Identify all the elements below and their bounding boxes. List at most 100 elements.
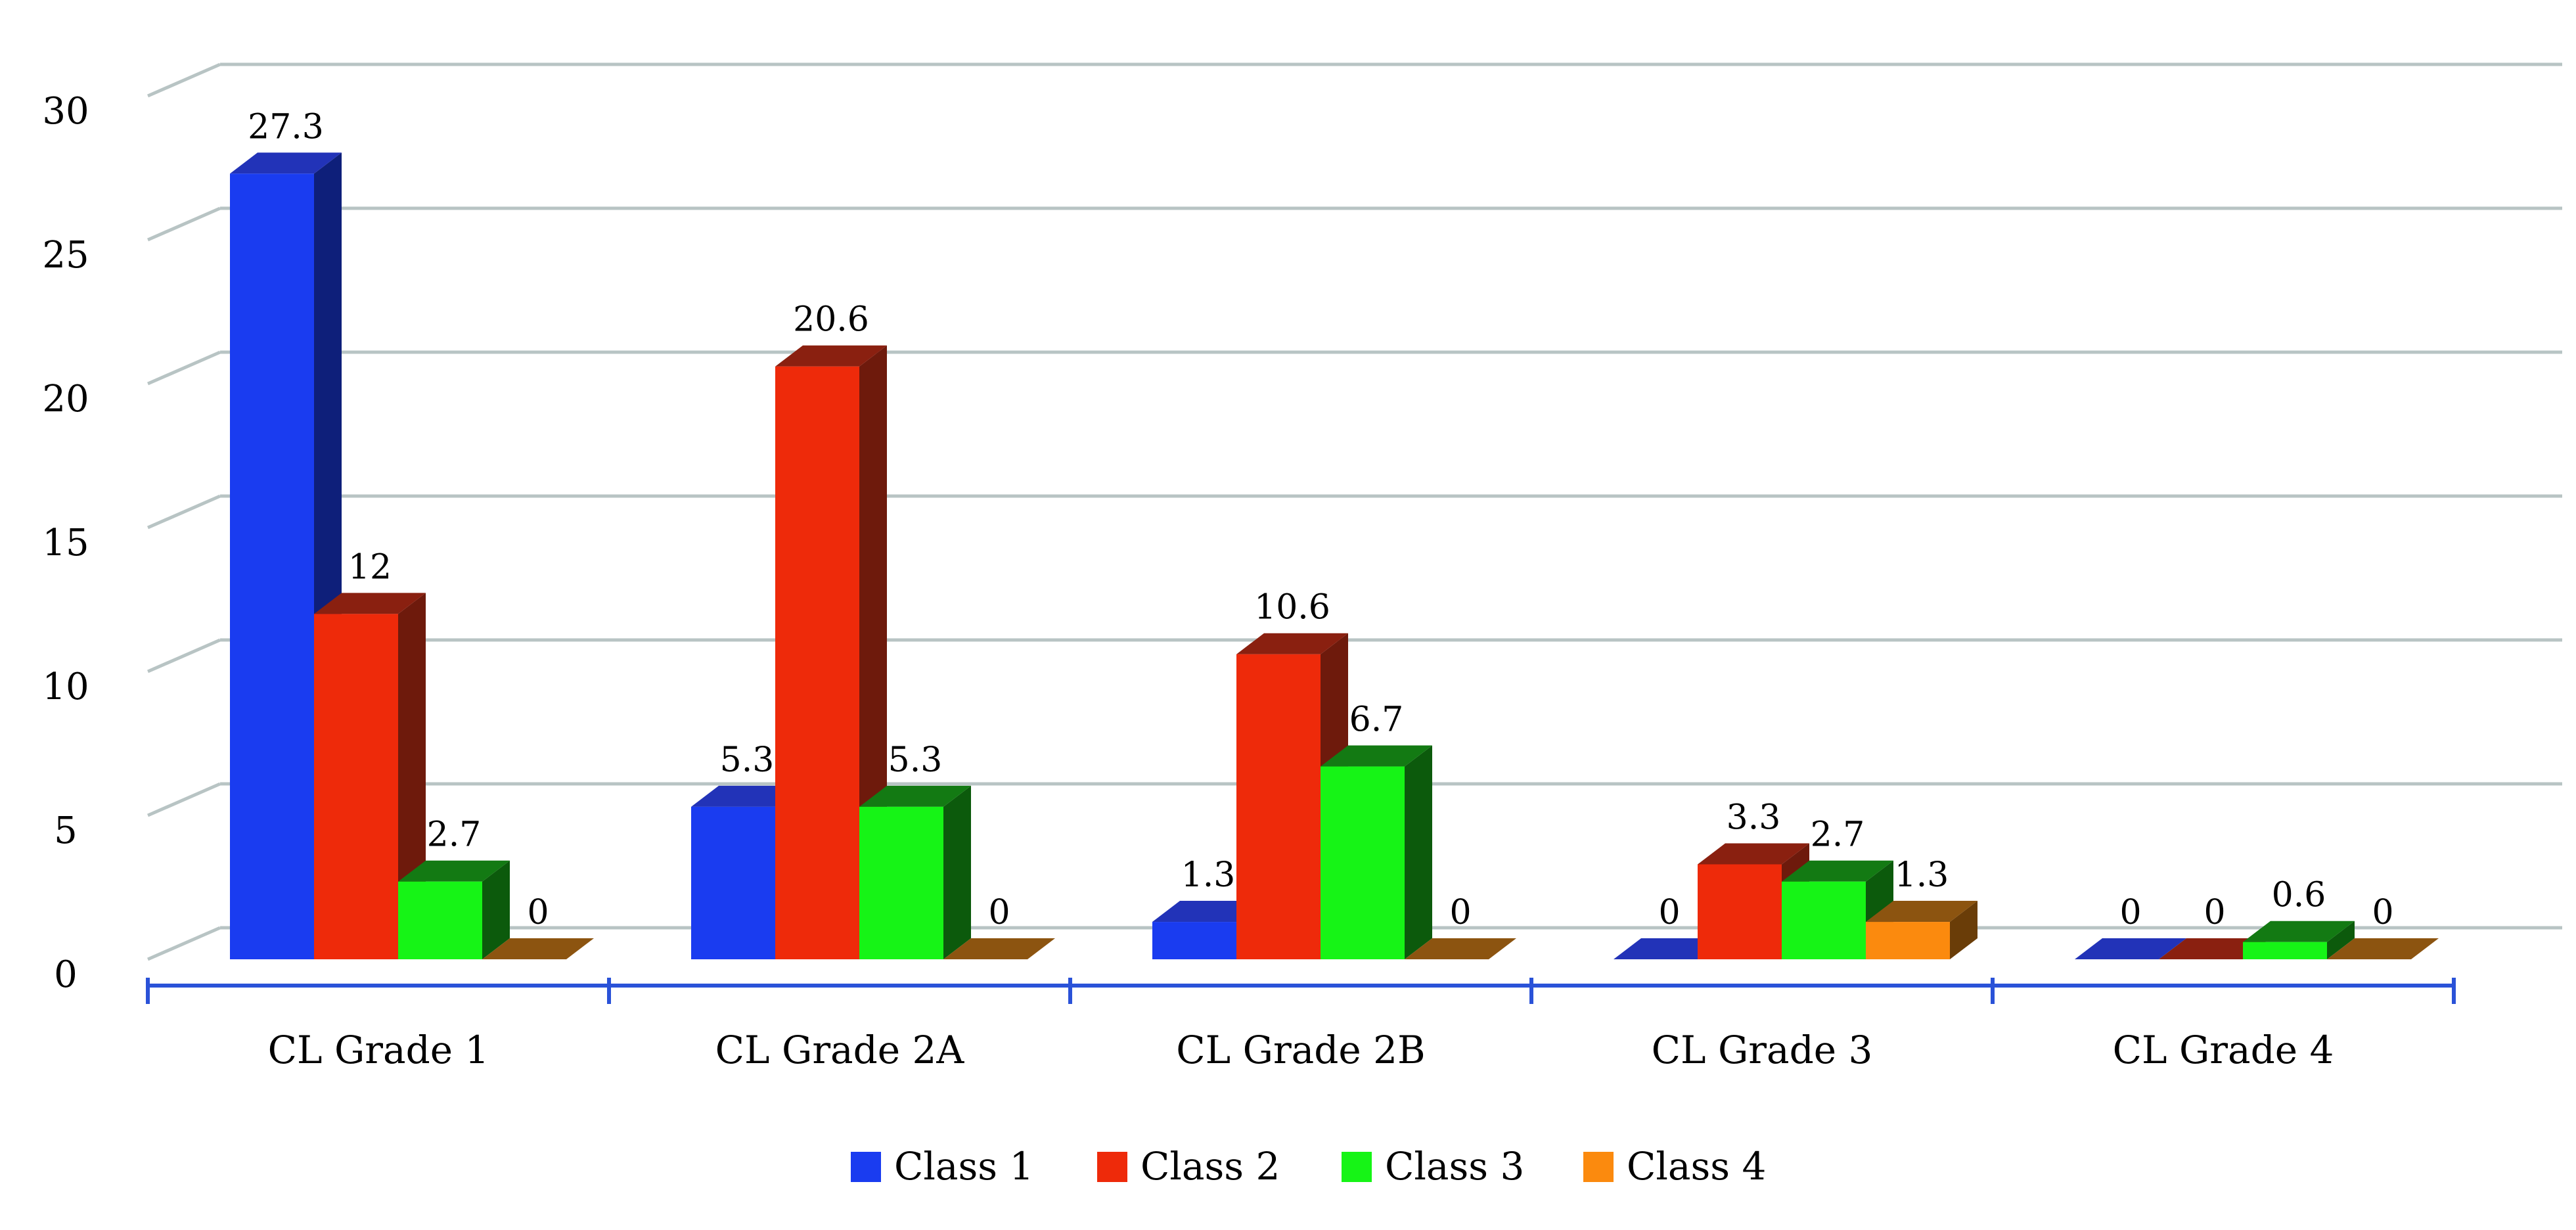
legend-swatch: [1342, 1152, 1372, 1182]
bar: [2159, 938, 2271, 959]
legend-label: Class 2: [1141, 1144, 1280, 1189]
bar-side: [1405, 745, 1432, 959]
gridline-depth: [147, 494, 221, 530]
data-label: 1.3: [1895, 855, 1949, 895]
bar-top: [691, 785, 803, 807]
bar-top: [230, 152, 342, 174]
bar-top: [1236, 633, 1348, 654]
bars: [230, 152, 2439, 959]
data-labels: 27.3 12 2.7 0 5.3 20.6 5.3 0 1.3 10.6 6.7 0 0 3.3 2.7 1…: [248, 107, 2393, 932]
gridline-depth: [147, 638, 221, 673]
data-label: 1.3: [1181, 855, 1236, 895]
bar-top: [2075, 938, 2186, 959]
bar-side: [2327, 921, 2355, 959]
x-category-label: CL Grade 2A: [715, 1028, 965, 1072]
bar-top: [2327, 938, 2439, 959]
x-category-label: CL Grade 4: [2113, 1028, 2334, 1072]
data-label: 0: [2372, 893, 2393, 932]
bar-top: [1782, 860, 1893, 882]
bar-top: [775, 345, 887, 367]
data-label: 6.7: [1349, 700, 1404, 740]
legend: Class 1 Class 2 Class 3 Class 4: [851, 1144, 1766, 1189]
bar-front: [1866, 922, 1950, 959]
bar-top: [398, 860, 510, 882]
data-label: 0: [988, 893, 1010, 932]
data-label: 2.7: [427, 815, 482, 855]
data-label: 0: [2203, 893, 2225, 932]
data-label: 0.6: [2272, 876, 2326, 915]
bar-front: [1236, 654, 1321, 959]
y-tick-label: 0: [54, 953, 78, 996]
bar-front: [398, 881, 482, 959]
legend-item: Class 3: [1342, 1144, 1524, 1189]
data-label: 3.3: [1727, 798, 1781, 837]
gridline-depth: [147, 206, 221, 242]
bar-front: [775, 366, 859, 959]
bar: [2327, 938, 2439, 959]
data-label: 27.3: [248, 107, 324, 147]
data-label: 0: [1658, 893, 1680, 932]
bar-top: [859, 785, 971, 807]
data-label: 5.3: [720, 740, 775, 780]
floor-edge: [147, 926, 221, 961]
bar-top: [1698, 843, 1809, 865]
bar-front: [1152, 922, 1236, 959]
gridline-depth: [147, 350, 221, 386]
bar: [1405, 938, 1516, 959]
y-tick-label: 20: [42, 378, 89, 421]
legend-label: Class 1: [894, 1144, 1033, 1189]
bar-side: [943, 785, 971, 959]
bar: [2243, 921, 2355, 959]
data-label: 0: [2119, 893, 2141, 932]
bar-top: [482, 938, 594, 959]
bar-front: [1698, 864, 1782, 959]
bar-top: [943, 938, 1055, 959]
bar: [1321, 745, 1432, 959]
x-category-label: CL Grade 3: [1652, 1028, 1873, 1072]
data-label: 10.6: [1254, 588, 1330, 627]
bar-top: [1614, 938, 1725, 959]
bar: [398, 860, 510, 959]
bar: [691, 785, 803, 959]
bar-front: [1782, 881, 1866, 959]
bar: [2075, 938, 2186, 959]
data-label: 2.7: [1811, 815, 1865, 855]
legend-label: Class 3: [1385, 1144, 1524, 1189]
bar-top: [1866, 901, 1977, 922]
bar-top: [1321, 745, 1432, 767]
bar: [1614, 938, 1725, 959]
bar-front: [691, 806, 775, 959]
legend-swatch: [1583, 1152, 1614, 1182]
bar-front: [1321, 766, 1405, 959]
bar-front: [2243, 942, 2327, 959]
bar-front: [859, 806, 943, 959]
bar-top: [1152, 901, 1264, 922]
bar-top: [2243, 921, 2355, 942]
bar: [859, 785, 971, 959]
legend-swatch: [851, 1152, 881, 1182]
bar: [1152, 901, 1264, 959]
bar-side: [1950, 901, 1977, 959]
legend-item: Class 2: [1097, 1144, 1280, 1189]
y-tick-label: 10: [42, 666, 89, 708]
y-tick-label: 15: [42, 522, 89, 564]
data-label: 0: [1449, 893, 1471, 932]
bar-front: [230, 173, 314, 959]
gridline-depth: [147, 62, 221, 98]
axes: 0 5 10 15 20 25 30 CL Grade 1 CL Grade 2A CL Grad…: [42, 90, 2456, 1072]
bar-side: [482, 860, 510, 959]
x-category-label: CL Grade 2B: [1176, 1028, 1425, 1072]
y-tick-label: 30: [42, 90, 89, 133]
bar: [1866, 901, 1977, 959]
legend-label: Class 4: [1627, 1144, 1766, 1189]
bar-top: [1405, 938, 1516, 959]
gridline-depth: [147, 782, 221, 817]
data-label: 12: [348, 547, 392, 587]
data-label: 0: [527, 893, 549, 932]
legend-item: Class 1: [851, 1144, 1033, 1189]
x-category-label: CL Grade 1: [268, 1028, 489, 1072]
bar-front: [314, 614, 398, 959]
legend-swatch: [1097, 1152, 1127, 1182]
